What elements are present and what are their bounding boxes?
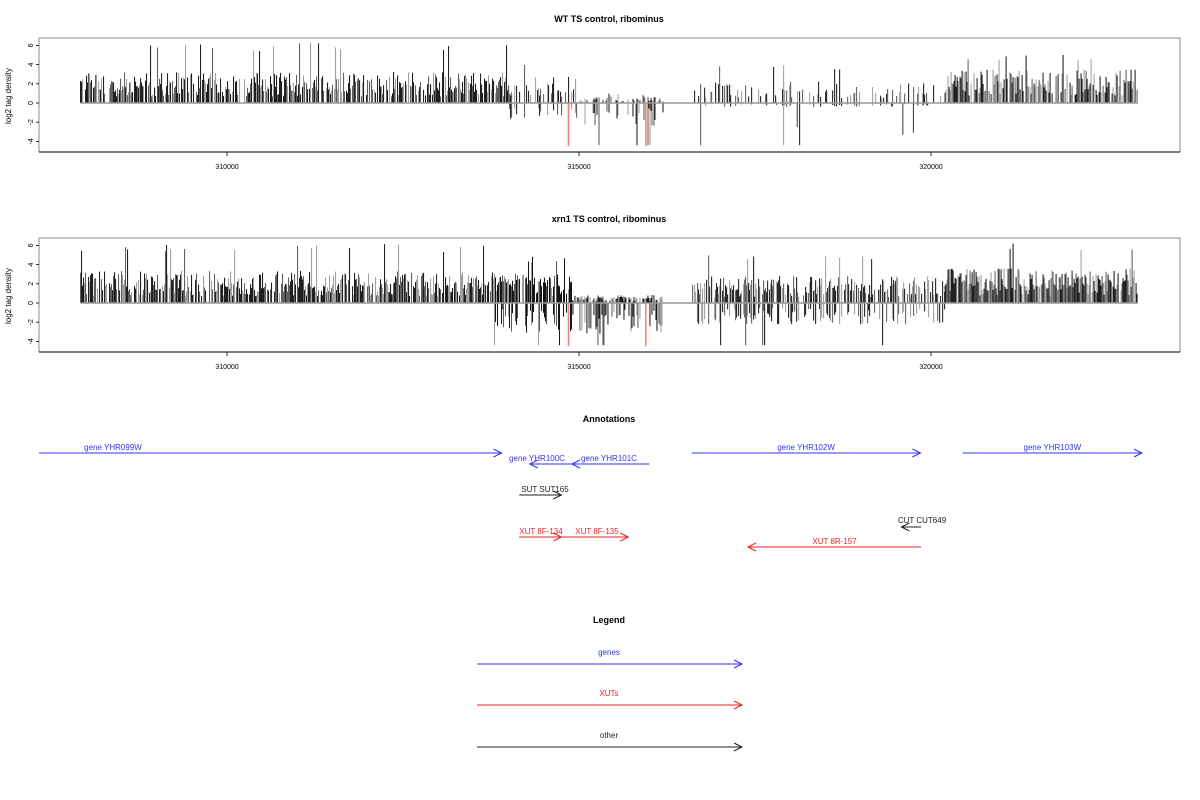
x-tick-label: 315000 (567, 164, 590, 171)
x-tick-label: 310000 (215, 164, 238, 171)
legend-item-other: other (477, 731, 744, 752)
arrow-head (553, 490, 563, 500)
bars-xrn1 (80, 243, 1138, 347)
x-axis-wt: 310000 315000 320000 (39, 151, 1180, 171)
annotation-feature: CUT CUT649 (898, 516, 947, 532)
annotations-title: Annotations (583, 414, 636, 424)
arrow-head (733, 700, 744, 710)
plot-xrn1: xrn1 TS control, ribominus log2 tag dens… (4, 214, 1181, 371)
legend-item-xut: XUTs (477, 689, 744, 710)
annotation-feature: gene YHR102W (691, 443, 922, 458)
legend-title: Legend (593, 615, 625, 625)
arrow-head (900, 522, 910, 532)
y-axis-label-wt: log2 tag density (4, 68, 13, 124)
y-tick-label: 0 (28, 301, 35, 305)
annotation-feature: gene YHR099W (39, 443, 503, 458)
bars-wt (80, 42, 1138, 147)
annotation-feature: XUT 8F-135 (561, 527, 630, 542)
arrow-head (1133, 448, 1144, 458)
plot-title-xrn1: xrn1 TS control, ribominus (552, 214, 667, 224)
annotation-label: XUT 8F-134 (519, 527, 563, 536)
legend-label: other (600, 731, 619, 740)
arrow-head (620, 532, 630, 542)
y-tick-label: -2 (28, 119, 35, 125)
annotation-label: gene YHR103W (1024, 443, 1082, 452)
x-tick-label: 315000 (567, 364, 590, 371)
arrow-head (746, 542, 757, 552)
y-tick-label: 4 (28, 263, 35, 267)
annotation-feature: gene YHR101C (570, 454, 650, 469)
y-tick-label: 6 (28, 43, 35, 47)
legend-label: XUTs (599, 689, 618, 698)
arrow-head (528, 459, 538, 469)
annotation-label: gene YHR100C (509, 454, 565, 463)
arrow-head (570, 459, 581, 469)
arrow-head (912, 448, 922, 458)
y-axis-xrn1: 6 4 2 0 -2 -4 (28, 243, 39, 345)
y-tick-label: 0 (28, 101, 35, 105)
y-tick-label: 2 (28, 82, 35, 86)
y-tick-label: 6 (28, 243, 35, 247)
annotation-label: gene YHR099W (84, 443, 142, 452)
annotation-label: CUT CUT649 (898, 516, 947, 525)
y-axis-wt: 6 4 2 0 -2 -4 (28, 43, 39, 145)
arrow-head (733, 742, 744, 752)
y-tick-label: 2 (28, 282, 35, 286)
annotation-label: XUT 8F-135 (575, 527, 619, 536)
y-tick-label: -4 (28, 138, 35, 144)
x-tick-label: 320000 (919, 164, 942, 171)
annotation-label: SUT SUT165 (521, 485, 569, 494)
y-tick-label: -4 (28, 338, 35, 344)
annotation-feature: SUT SUT165 (519, 485, 569, 500)
arrow-head (493, 448, 503, 458)
y-tick-label: -2 (28, 319, 35, 325)
annotation-feature: gene YHR100C (509, 454, 572, 469)
plot-wt: WT TS control, ribominus log2 tag densit… (4, 14, 1181, 171)
annotation-label: XUT 8R-157 (812, 537, 857, 546)
annotation-label: gene YHR101C (581, 454, 637, 463)
legend-label: genes (598, 648, 620, 657)
y-axis-label-xrn1: log2 tag density (4, 268, 13, 324)
y-tick-label: 4 (28, 63, 35, 67)
annotation-label: gene YHR102W (777, 443, 835, 452)
annotation-feature: XUT 8F-134 (519, 527, 563, 542)
legend-item-gene: genes (477, 648, 744, 669)
plot-title-wt: WT TS control, ribominus (554, 14, 664, 24)
annotation-feature: gene YHR103W (962, 443, 1144, 458)
x-tick-label: 310000 (215, 364, 238, 371)
annotation-features: gene YHR099W gene YHR100C gene YHR101C gene… (39, 443, 1144, 552)
legend-panel: Legend genes XUTs other (477, 615, 744, 752)
legend-items: genes XUTs other (477, 648, 744, 752)
x-tick-label: 320000 (919, 364, 942, 371)
annotation-feature: XUT 8R-157 (746, 537, 922, 552)
arrow-head (733, 659, 744, 669)
x-axis-xrn1: 310000 315000 320000 (39, 351, 1180, 371)
